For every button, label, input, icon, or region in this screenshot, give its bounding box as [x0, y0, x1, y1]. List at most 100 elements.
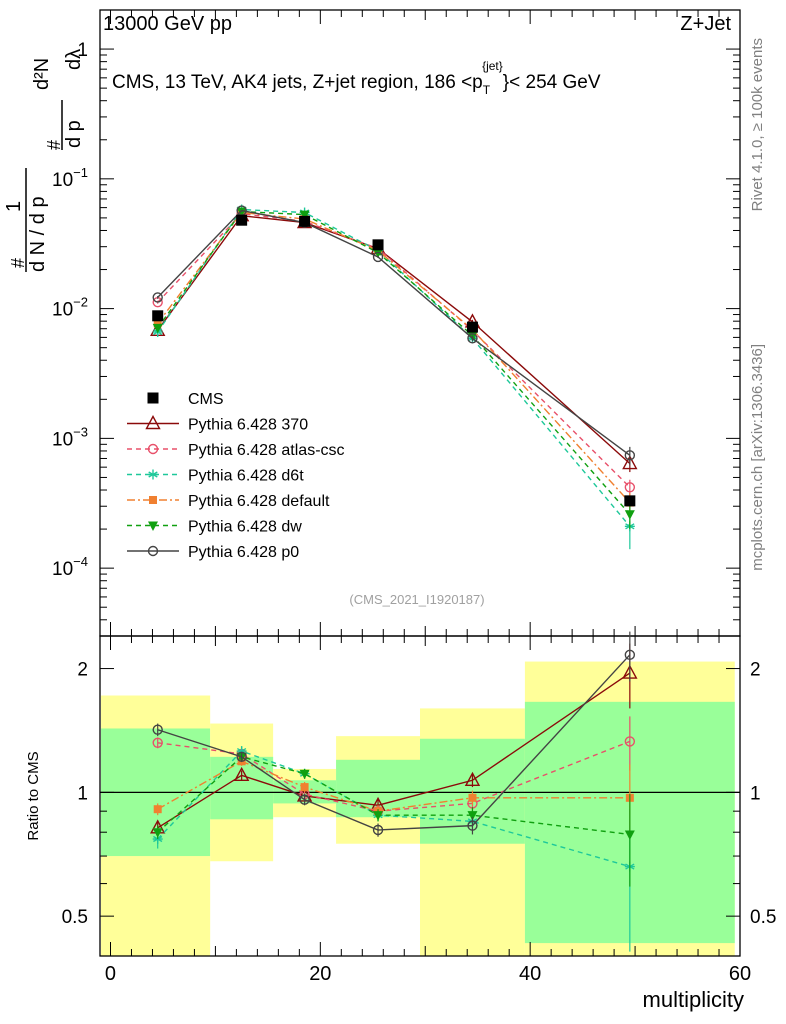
ytick-base: 10	[52, 429, 73, 450]
point-atlas-5	[624, 736, 636, 747]
title-sub: T	[483, 83, 491, 97]
point-p0-1	[236, 751, 247, 763]
ylabel-dpt: d p	[63, 120, 85, 148]
point-dw-3	[373, 248, 384, 259]
legend-label: CMS	[188, 391, 224, 408]
band-green-1	[210, 756, 274, 820]
series-line-d6t	[157, 750, 631, 868]
point-p370-1	[233, 766, 250, 782]
legend-item-dw: Pythia 6.428 dw	[127, 519, 302, 536]
point-p0-5	[624, 649, 636, 661]
series-line-p0	[157, 654, 631, 831]
main-ytick-label-4: 10−4	[52, 554, 88, 580]
point-default-0	[153, 319, 162, 328]
legend-marker	[148, 469, 158, 480]
point-dw-5	[624, 510, 635, 520]
legend-item-atlas: Pythia 6.428 atlas-csc	[127, 442, 345, 459]
point-dw-3	[373, 811, 384, 821]
legend-label: Pythia 6.428 d6t	[188, 468, 304, 485]
legend-label: Pythia 6.428 p0	[188, 544, 299, 561]
series-line-atlas	[157, 212, 631, 488]
point-p370-4	[464, 771, 481, 786]
legend-marker	[148, 521, 158, 531]
series-line-default	[157, 211, 631, 504]
legend-marker	[149, 496, 157, 504]
analysis-watermark: (CMS_2021_I1920187)	[349, 592, 484, 607]
x-tick-label-3: 60	[729, 963, 751, 985]
point-p370-5	[622, 455, 638, 470]
legend-item-CMS: CMS	[147, 391, 224, 408]
x-tick-label-1: 20	[309, 963, 331, 985]
legend-marker	[147, 443, 159, 455]
series-main-CMS	[152, 214, 636, 507]
series-line-d6t	[157, 208, 631, 527]
ylabel-one: 1	[3, 201, 25, 212]
legend-label: Pythia 6.428 default	[188, 493, 330, 510]
title-tail: }< 254 GeV	[503, 72, 601, 93]
ratio-series	[150, 631, 638, 952]
point-dw-2	[299, 210, 310, 221]
series-line-dw	[157, 756, 630, 836]
x-tick-label-2: 40	[519, 963, 541, 985]
point-atlas-5	[624, 482, 636, 493]
point-p0-0	[152, 292, 163, 303]
point-CMS-2	[299, 215, 311, 227]
series-main-p0	[152, 205, 636, 466]
point-p0-3	[372, 824, 384, 836]
series-ratio-p0	[152, 631, 636, 837]
ratio-ytick-label-right-2: 2	[750, 660, 761, 681]
ylabel-hash-2: #	[44, 140, 64, 150]
ytick-exp: −2	[73, 295, 88, 310]
point-p0-4	[467, 820, 478, 831]
ratio-uncertainty-bands	[101, 661, 735, 956]
main-title: CMS, 13 TeV, AK4 jets, Z+jet region, 186…	[112, 59, 601, 97]
ytick-base: 10	[52, 559, 73, 580]
header-left: 13000 GeV pp	[103, 13, 232, 35]
point-default-2	[300, 783, 309, 792]
title-main: CMS, 13 TeV, AK4 jets, Z+jet region, 186…	[112, 72, 483, 93]
header-right: Z+Jet	[680, 13, 731, 35]
main-series	[150, 204, 638, 550]
point-atlas-0	[152, 737, 163, 748]
ytick-exp: −3	[73, 424, 88, 439]
point-p0-5	[624, 450, 636, 461]
legend-label: Pythia 6.428 370	[188, 417, 308, 434]
legend-item-p370: Pythia 6.428 370	[127, 415, 308, 434]
ytick-exp: −1	[73, 165, 88, 180]
rivet-version-text: Rivet 4.1.0, ≥ 100k events	[749, 38, 766, 211]
ratio-ytick-label-0: 0.5	[62, 907, 88, 928]
main-ylabel: 1 # d N / d p # d²N d p dλ	[3, 49, 85, 272]
main-frame	[99, 9, 741, 637]
ytick-base: 10	[52, 300, 73, 321]
legend-marker	[147, 545, 159, 557]
ratio-ytick-label-right-1: 1	[750, 783, 761, 804]
point-p0-4	[467, 333, 478, 344]
point-p0-3	[372, 251, 384, 263]
point-CMS-5	[624, 495, 636, 507]
point-dw-4	[467, 811, 478, 821]
point-p0-2	[299, 794, 310, 805]
legend-item-d6t: Pythia 6.428 d6t	[127, 468, 304, 485]
point-default-4	[468, 793, 477, 802]
point-dw-5	[624, 830, 635, 840]
main-ytick-label-3: 10−3	[52, 424, 88, 450]
ytick-base: 1	[77, 40, 88, 61]
series-ratio-dw	[152, 752, 635, 887]
legend-label: Pythia 6.428 dw	[188, 519, 302, 536]
ratio-ytick-label-1: 1	[77, 783, 88, 804]
series-line-p370	[157, 214, 631, 465]
main-ytick-label-0: 1	[77, 40, 88, 61]
ytick-base: 10	[52, 170, 73, 191]
legend: CMS Pythia 6.428 370 Pythia 6.428 atlas-cs…	[127, 391, 345, 561]
main-ytick-label-2: 10−2	[52, 295, 88, 321]
ratio-ylabel: Ratio to CMS	[25, 751, 42, 840]
point-CMS-0	[152, 310, 164, 322]
legend-label: Pythia 6.428 atlas-csc	[188, 442, 345, 459]
point-CMS-3	[372, 239, 384, 251]
series-line-dw	[157, 210, 631, 515]
point-CMS-4	[466, 321, 478, 333]
point-p0-0	[152, 724, 163, 735]
legend-item-p0: Pythia 6.428 p0	[127, 544, 299, 561]
mcplots-text: mcplots.cern.ch [arXiv:1306.3436]	[749, 344, 766, 571]
